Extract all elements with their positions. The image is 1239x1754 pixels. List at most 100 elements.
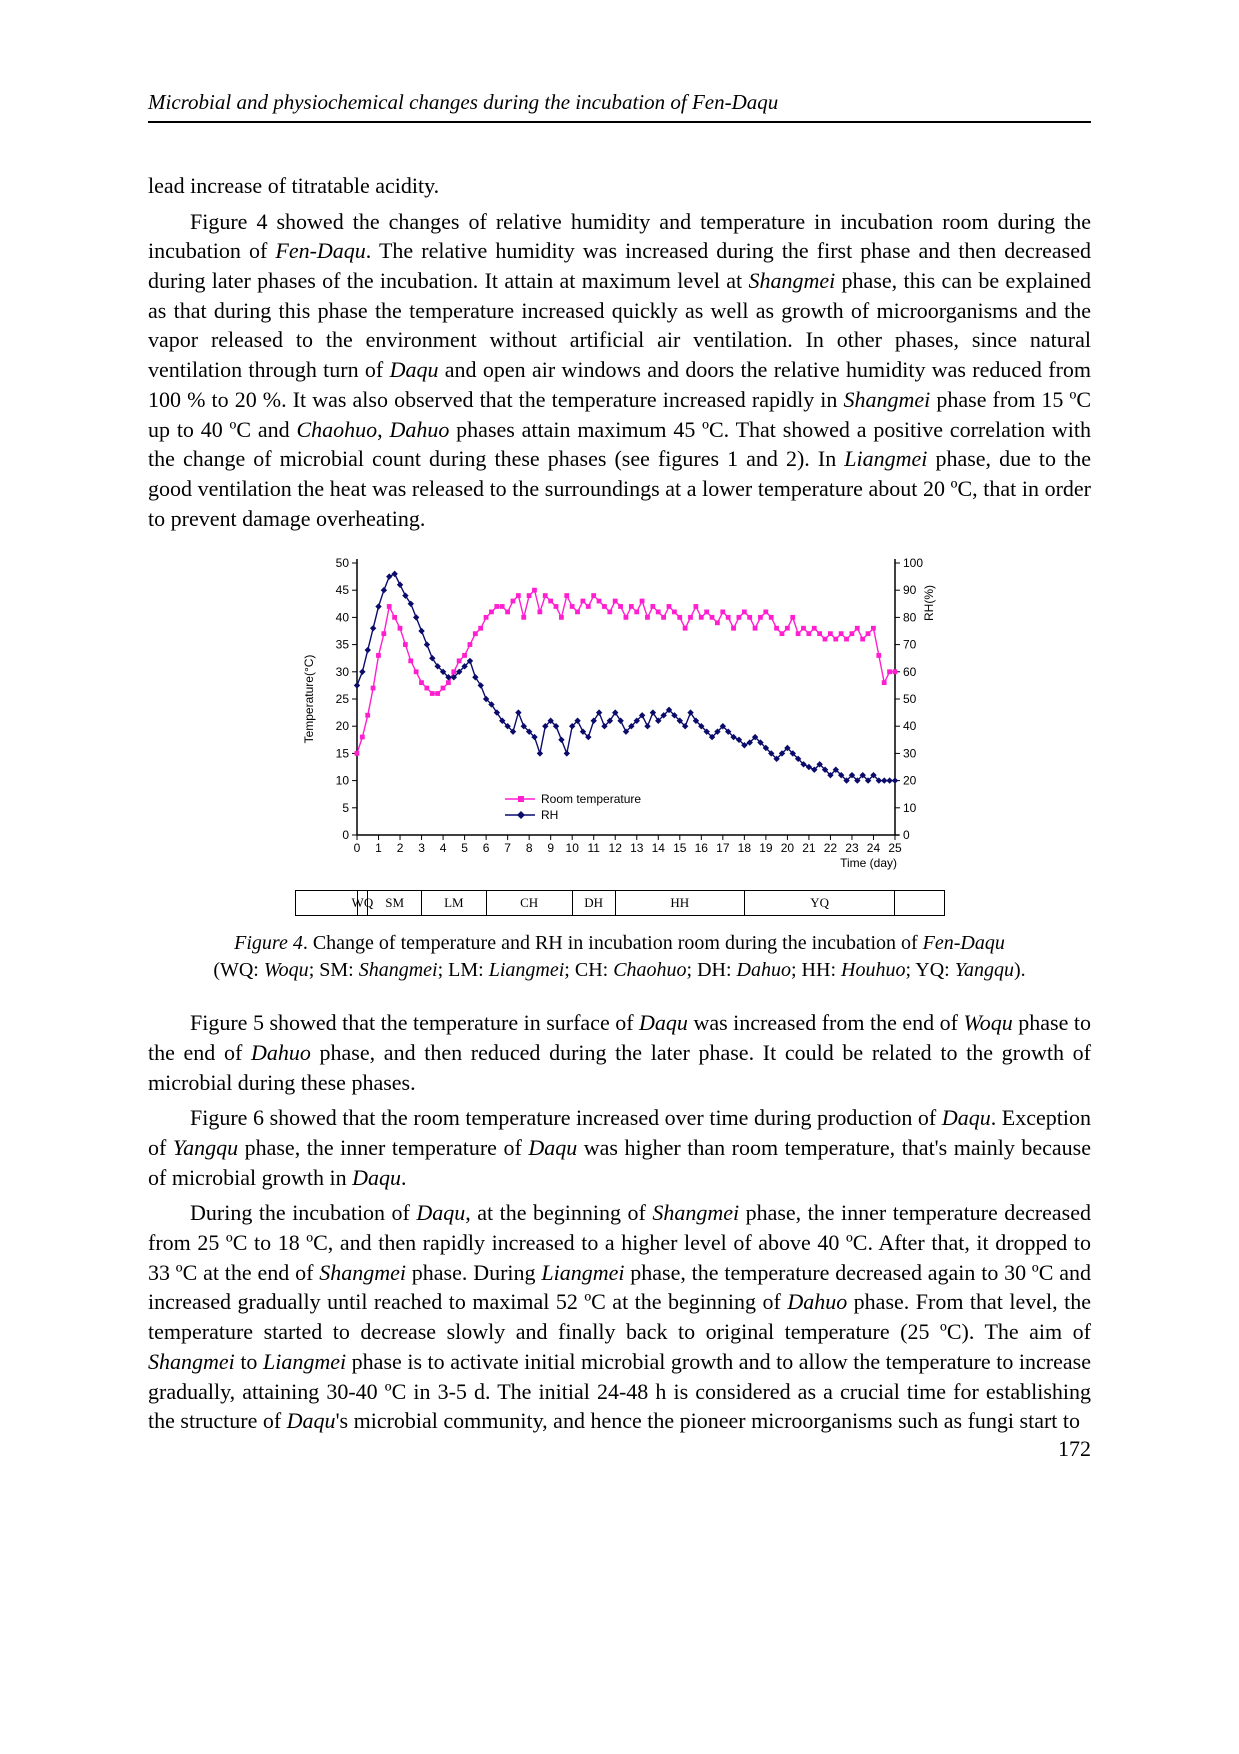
t: (WQ: [213, 959, 264, 981]
t: Shangmei [319, 1260, 406, 1285]
phase-cell-dh: DH [573, 891, 616, 915]
svg-text:20: 20 [903, 774, 917, 788]
figure-4: 0510152025303540455001020304050607080901… [148, 553, 1091, 920]
svg-text:40: 40 [335, 611, 349, 625]
svg-text:RH(%): RH(%) [922, 585, 936, 621]
t: ; CH: [564, 959, 613, 981]
para-1: lead increase of titratable acidity. [148, 171, 1091, 201]
svg-text:80: 80 [903, 611, 917, 625]
svg-text:20: 20 [335, 719, 349, 733]
t: . Change of temperature and RH in incuba… [303, 932, 923, 954]
svg-text:25: 25 [335, 692, 349, 706]
svg-text:Temperature(°C): Temperature(°C) [302, 655, 316, 744]
svg-text:11: 11 [587, 841, 600, 855]
t: ; YQ: [905, 959, 954, 981]
body-text: lead increase of titratable acidity. Fig… [148, 171, 1091, 533]
para-4: Figure 6 showed that the room temperatur… [148, 1103, 1091, 1192]
figure-4-chart: 0510152025303540455001020304050607080901… [295, 553, 945, 916]
svg-text:15: 15 [673, 841, 687, 855]
svg-text:40: 40 [903, 719, 917, 733]
svg-text:20: 20 [780, 841, 794, 855]
t: ; DH: [687, 959, 737, 981]
svg-text:30: 30 [903, 747, 917, 761]
svg-text:10: 10 [335, 774, 349, 788]
svg-text:50: 50 [335, 556, 349, 570]
page-number: 172 [1058, 1436, 1091, 1462]
svg-text:17: 17 [716, 841, 730, 855]
t: Woqu [963, 1010, 1012, 1035]
t: Fen-Daqu [275, 238, 365, 263]
t: Dahuo [251, 1040, 311, 1065]
t: ). [1014, 959, 1026, 981]
svg-text:60: 60 [903, 665, 917, 679]
t: ; LM: [438, 959, 489, 981]
t: Chaohuo [613, 959, 686, 981]
t: , at the beginning of [465, 1200, 652, 1225]
svg-text:9: 9 [547, 841, 554, 855]
svg-text:13: 13 [630, 841, 644, 855]
t: Shangmei [748, 268, 835, 293]
svg-text:3: 3 [418, 841, 425, 855]
phase-cell-wq: WQ [358, 891, 369, 915]
svg-text:19: 19 [759, 841, 773, 855]
svg-text:Time (day): Time (day) [840, 856, 897, 870]
para-5: During the incubation of Daqu, at the be… [148, 1198, 1091, 1436]
t: Figure 5 showed that the temperature in … [190, 1010, 639, 1035]
t: to [235, 1349, 263, 1374]
t: Shangmei [148, 1349, 235, 1374]
t: Daqu [942, 1105, 991, 1130]
svg-text:30: 30 [335, 665, 349, 679]
t: Daqu [390, 357, 439, 382]
t: Fen-Daqu [923, 932, 1005, 954]
svg-text:RH: RH [541, 808, 558, 822]
running-head: Microbial and physiochemical changes dur… [148, 90, 1091, 123]
t: Liangmei [541, 1260, 624, 1285]
t: Dahuo [737, 959, 791, 981]
svg-text:10: 10 [903, 801, 917, 815]
svg-text:22: 22 [823, 841, 837, 855]
svg-text:6: 6 [482, 841, 489, 855]
svg-text:100: 100 [903, 556, 923, 570]
phase-row: WQSMLMCHDHHHYQ [295, 890, 945, 916]
t: phase, the inner temperature of [238, 1135, 528, 1160]
svg-text:Room temperature: Room temperature [541, 792, 641, 806]
svg-text:5: 5 [342, 801, 349, 815]
t: Woqu [264, 959, 309, 981]
body-text-2: Figure 5 showed that the temperature in … [148, 1008, 1091, 1436]
phase-pad [895, 891, 943, 915]
t: Liangmei [263, 1349, 346, 1374]
t: Daqu [287, 1408, 336, 1433]
phase-cell-ch: CH [487, 891, 573, 915]
t: 's microbial community, and hence the pi… [336, 1408, 1080, 1433]
t: , [377, 417, 389, 442]
svg-text:70: 70 [903, 638, 917, 652]
t: Daqu [528, 1135, 577, 1160]
caption-lead: Figure 4 [234, 932, 303, 954]
svg-text:24: 24 [866, 841, 880, 855]
svg-text:10: 10 [565, 841, 579, 855]
phase-cell-hh: HH [616, 891, 745, 915]
svg-text:16: 16 [694, 841, 708, 855]
t: Shangmei [844, 387, 931, 412]
svg-text:7: 7 [504, 841, 511, 855]
phase-cell-lm: LM [422, 891, 487, 915]
t: ; SM: [309, 959, 359, 981]
svg-text:12: 12 [608, 841, 622, 855]
svg-text:45: 45 [335, 583, 349, 597]
t: Chaohuo [296, 417, 377, 442]
phase-cell-yq: YQ [745, 891, 896, 915]
phase-pad [296, 891, 358, 915]
svg-text:0: 0 [353, 841, 360, 855]
svg-text:15: 15 [335, 747, 349, 761]
svg-text:14: 14 [651, 841, 665, 855]
t: ; HH: [791, 959, 841, 981]
figure-4-caption: Figure 4. Change of temperature and RH i… [148, 930, 1091, 984]
phase-cell-sm: SM [368, 891, 422, 915]
svg-text:21: 21 [802, 841, 816, 855]
t: Yangqu [955, 959, 1014, 981]
svg-text:23: 23 [845, 841, 859, 855]
para-3: Figure 5 showed that the temperature in … [148, 1008, 1091, 1097]
para-2: Figure 4 showed the changes of relative … [148, 207, 1091, 534]
t: Daqu [416, 1200, 465, 1225]
t: Houhuo [841, 959, 905, 981]
